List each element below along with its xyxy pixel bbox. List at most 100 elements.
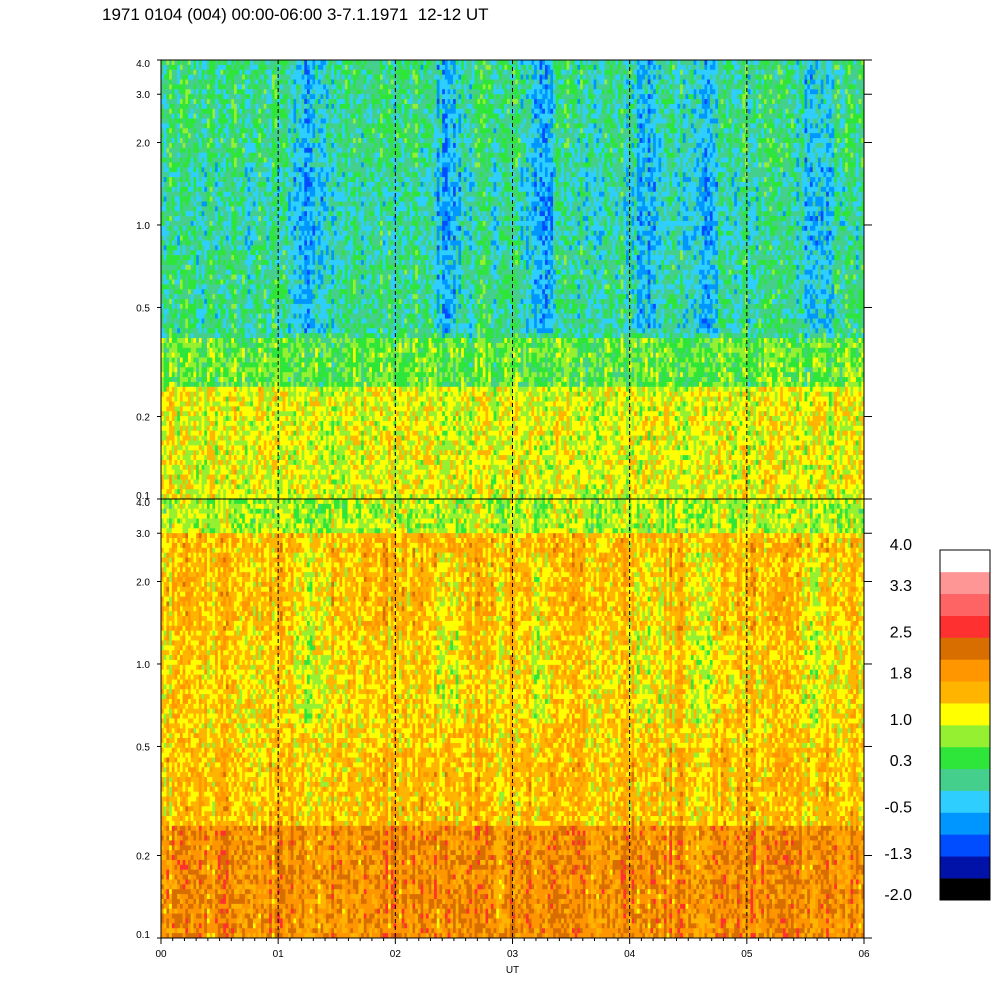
heatmap-cell xyxy=(177,84,181,90)
heatmap-cell xyxy=(250,406,254,422)
heatmap-cell xyxy=(196,294,200,310)
heatmap-cell xyxy=(274,391,278,398)
heatmap-cell xyxy=(193,118,197,125)
heatmap-cell xyxy=(196,479,200,485)
heatmap-cell xyxy=(161,284,165,295)
heatmap-cell xyxy=(234,338,238,344)
heatmap-cell xyxy=(234,333,238,339)
heatmap-cell xyxy=(223,338,227,344)
heatmap-cell xyxy=(236,484,241,490)
heatmap-cell xyxy=(242,435,246,442)
heatmap-cell xyxy=(231,313,235,324)
heatmap-cell xyxy=(266,133,270,139)
heatmap-cell xyxy=(188,245,192,256)
heatmap-cell xyxy=(163,201,167,212)
heatmap-cell xyxy=(209,60,213,76)
heatmap-cell xyxy=(225,108,230,115)
heatmap-cell xyxy=(220,381,224,388)
heatmap-cell xyxy=(163,333,167,339)
heatmap-cell xyxy=(252,274,257,281)
heatmap-cell xyxy=(193,177,197,193)
heatmap-cell xyxy=(282,201,286,207)
heatmap-cell xyxy=(250,459,254,476)
heatmap-cell xyxy=(231,133,235,139)
heatmap-cell xyxy=(277,401,281,412)
heatmap-cell xyxy=(228,108,232,115)
heatmap-cell xyxy=(255,352,259,359)
heatmap-cell xyxy=(161,60,165,66)
heatmap-cell xyxy=(198,255,203,276)
heatmap-cell xyxy=(215,206,219,212)
heatmap-cell xyxy=(215,479,219,485)
heatmap-cell xyxy=(198,416,203,432)
heatmap-cell xyxy=(169,484,173,495)
heatmap-cell xyxy=(277,157,281,164)
heatmap-cell xyxy=(190,333,195,339)
heatmap-cell xyxy=(171,377,176,383)
heatmap-cell xyxy=(255,430,259,437)
heatmap-cell xyxy=(215,94,219,100)
heatmap-cell xyxy=(206,474,211,481)
heatmap-cell xyxy=(274,357,278,364)
heatmap-cell xyxy=(239,255,243,271)
heatmap-cell xyxy=(212,162,216,173)
heatmap-cell xyxy=(177,464,181,476)
heatmap-cell xyxy=(174,342,178,368)
heatmap-cell xyxy=(244,479,249,485)
heatmap-cell xyxy=(266,206,270,237)
heatmap-cell xyxy=(161,342,165,354)
heatmap-cell xyxy=(279,338,284,388)
heatmap-cell xyxy=(174,133,178,144)
heatmap-cell xyxy=(179,279,184,290)
heatmap-cell xyxy=(266,191,270,207)
heatmap-cell xyxy=(204,352,208,359)
heatmap-cell xyxy=(196,225,200,232)
heatmap-cell xyxy=(215,284,219,305)
heatmap-cell xyxy=(261,94,265,100)
heatmap-cell xyxy=(239,108,243,115)
heatmap-cell xyxy=(193,489,197,495)
heatmap-cell xyxy=(269,147,273,154)
heatmap-cell xyxy=(198,494,203,499)
heatmap-cell xyxy=(279,181,284,188)
heatmap-cell xyxy=(215,245,219,251)
heatmap-cell xyxy=(252,323,257,329)
heatmap-cell xyxy=(271,299,276,305)
heatmap-cell xyxy=(225,377,230,388)
heatmap-cell xyxy=(198,216,203,227)
heatmap-cell xyxy=(217,440,222,446)
heatmap-cell xyxy=(166,396,170,403)
heatmap-cell xyxy=(220,172,224,178)
heatmap-cell xyxy=(185,128,189,134)
heatmap-cell xyxy=(250,386,254,393)
heatmap-cell xyxy=(198,211,203,217)
heatmap-cell xyxy=(206,338,211,344)
heatmap-cell xyxy=(250,162,254,168)
heatmap-cell xyxy=(188,494,192,499)
heatmap-cell xyxy=(223,240,227,246)
heatmap-cell xyxy=(201,279,205,285)
heatmap-cell xyxy=(258,381,262,388)
heatmap-cell xyxy=(244,430,249,437)
heatmap-cell xyxy=(269,342,273,349)
heatmap-cell xyxy=(169,464,173,476)
heatmap-cell xyxy=(250,284,254,290)
heatmap-cell xyxy=(231,430,235,446)
heatmap-cell xyxy=(261,108,265,115)
heatmap-cell xyxy=(247,323,251,329)
heatmap-cell xyxy=(204,440,208,446)
heatmap-cell xyxy=(166,347,170,354)
heatmap-cell xyxy=(277,69,281,76)
heatmap-cell xyxy=(209,303,213,310)
heatmap-cell xyxy=(271,455,276,461)
heatmap-cell xyxy=(234,328,238,334)
heatmap-cell xyxy=(204,303,208,315)
heatmap-cell xyxy=(223,328,227,334)
heatmap-cell xyxy=(174,294,178,300)
heatmap-cell xyxy=(271,191,276,203)
heatmap-cell xyxy=(244,308,249,315)
heatmap-cell xyxy=(274,406,278,412)
heatmap-cell xyxy=(266,362,270,373)
heatmap-cell xyxy=(179,264,184,271)
heatmap-cell xyxy=(212,196,216,222)
